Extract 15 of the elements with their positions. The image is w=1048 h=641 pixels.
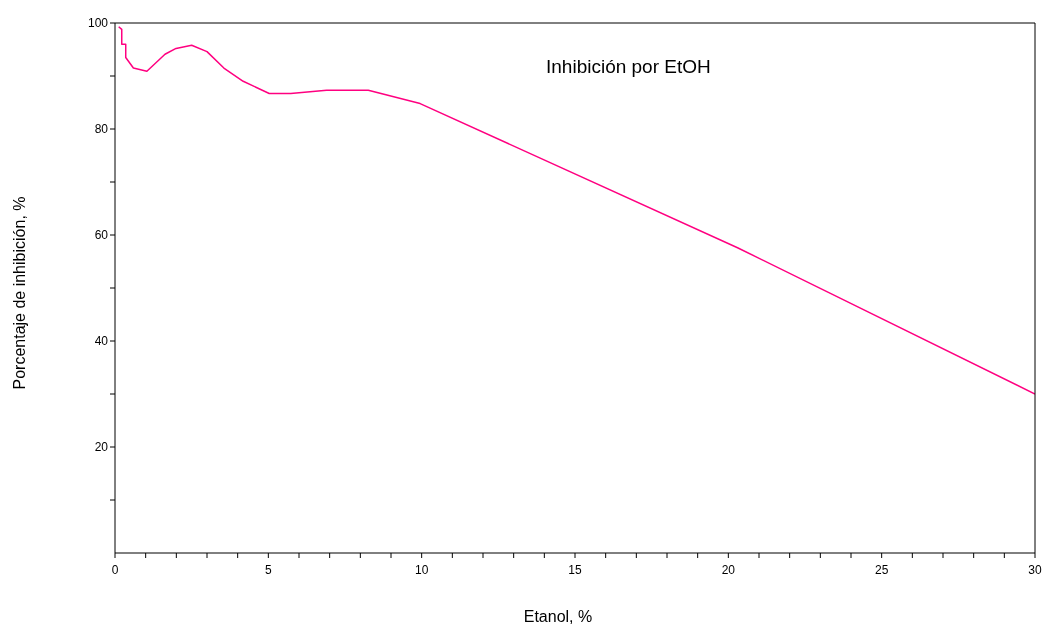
x-tick-label: 25: [874, 563, 889, 577]
x-tick-label: 0: [111, 563, 119, 577]
text: Inhibición por EtOH: [546, 56, 711, 78]
x-tick-label: 15: [568, 563, 582, 577]
x-tick-label: 5: [264, 563, 272, 577]
x-axis-title: Etanol, %: [522, 608, 594, 626]
y-tick-label: 80: [94, 122, 109, 137]
y-tick-label: 20: [94, 440, 109, 455]
x-tick-label: 30: [1028, 563, 1042, 577]
y-tick-label: 100: [87, 16, 109, 31]
x-tick-label: 20: [721, 563, 736, 577]
y-axis-title: Porcentaje de inhibición, %: [11, 196, 29, 390]
y-tick-label: 40: [94, 334, 109, 349]
y-tick-label: 60: [94, 228, 109, 243]
x-tick-label: 10: [414, 563, 429, 577]
